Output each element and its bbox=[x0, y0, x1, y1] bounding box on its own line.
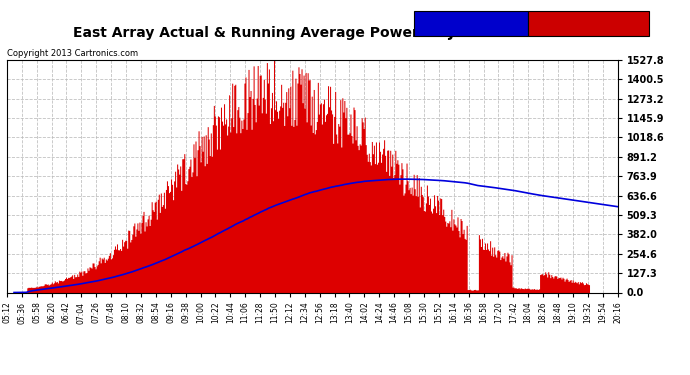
Text: Average  (DC Watts): Average (DC Watts) bbox=[420, 19, 522, 28]
Text: East Array Actual & Running Average Power Fri Jun 14 20:21: East Array Actual & Running Average Powe… bbox=[73, 26, 548, 40]
Text: Copyright 2013 Cartronics.com: Copyright 2013 Cartronics.com bbox=[7, 49, 138, 58]
Text: East Array  (DC Watts): East Array (DC Watts) bbox=[531, 19, 645, 28]
